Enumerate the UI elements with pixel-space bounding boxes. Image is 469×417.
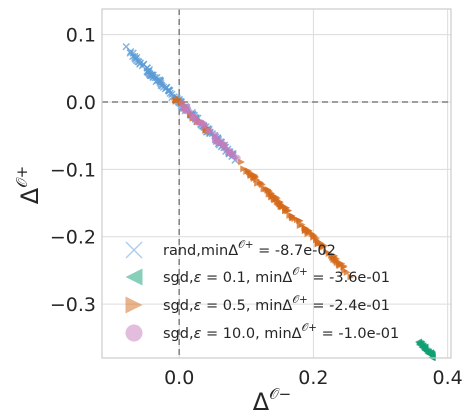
data-point — [328, 252, 335, 260]
data-point — [194, 118, 202, 126]
data-point — [175, 95, 183, 103]
data-point — [220, 141, 228, 149]
x-tick-label: 0.0 — [164, 367, 194, 389]
y-tick-label: 0.0 — [66, 92, 96, 114]
data-point — [181, 104, 189, 112]
data-point — [251, 171, 258, 179]
series-1 — [415, 338, 436, 362]
legend-marker — [125, 296, 143, 314]
data-point — [243, 168, 251, 175]
data-point — [301, 224, 309, 232]
data-point — [126, 47, 135, 56]
data-point — [319, 243, 327, 251]
data-point — [296, 217, 304, 225]
x-tick-label: 0.4 — [433, 367, 463, 389]
data-point — [159, 83, 168, 91]
data-point — [333, 255, 341, 263]
legend-entry-label: rand,minΔ𝒪+ = -8.7e-02 — [163, 239, 336, 259]
data-point — [247, 172, 255, 180]
reference-lines — [102, 9, 451, 358]
legend-entry-label: sgd,ε = 0.1, minΔ𝒪+ = -3.6e-01 — [163, 266, 390, 286]
plot-frame — [101, 8, 452, 359]
data-point — [204, 127, 212, 135]
x-axis-label: Δ𝒪− — [253, 385, 291, 416]
data-point — [266, 187, 274, 195]
data-point — [340, 262, 348, 270]
legend: rand,minΔ𝒪+ = -8.7e-02 sgd,ε = 0.1, minΔ𝒪… — [125, 239, 399, 342]
data-point — [233, 154, 241, 162]
legend-entry-label: sgd,ε = 10.0, minΔ𝒪+ = -1.0e-01 — [163, 322, 399, 342]
y-tick-label: −0.2 — [50, 227, 96, 249]
data-point — [341, 267, 348, 275]
data-point — [298, 221, 306, 228]
data-point — [214, 138, 222, 146]
y-axis-label: Δ𝒪+ — [13, 166, 44, 204]
data-point — [314, 240, 322, 248]
data-point — [277, 203, 285, 210]
data-point — [200, 122, 208, 130]
data-points — [122, 43, 436, 362]
data-point — [258, 180, 265, 188]
y-tick-label: 0.1 — [66, 25, 96, 47]
data-point — [149, 71, 157, 79]
x-tick-label: 0.2 — [298, 367, 328, 389]
data-point — [282, 207, 290, 214]
legend-marker — [125, 268, 143, 286]
data-point — [313, 234, 320, 242]
data-point — [186, 108, 194, 116]
series-3 — [178, 99, 241, 162]
data-point — [162, 83, 170, 91]
legend-marker — [125, 324, 143, 342]
legend-entry-label: sgd,ε = 0.5, minΔ𝒪+ = -2.4e-01 — [163, 294, 390, 314]
data-point — [428, 351, 436, 359]
data-point — [347, 273, 355, 281]
y-tick-labels: 0.1 0.0 −0.1 −0.2 −0.3 — [50, 25, 96, 316]
y-tick-label: −0.1 — [50, 159, 96, 181]
data-point — [289, 214, 297, 222]
data-point — [286, 212, 294, 219]
data-point — [260, 185, 268, 193]
x-tick-labels: 0.0 0.2 0.4 — [164, 367, 463, 389]
y-tick-label: −0.3 — [50, 294, 96, 316]
data-point — [336, 260, 344, 267]
data-point — [229, 150, 236, 158]
data-point — [254, 179, 261, 187]
legend-marker — [125, 241, 143, 259]
